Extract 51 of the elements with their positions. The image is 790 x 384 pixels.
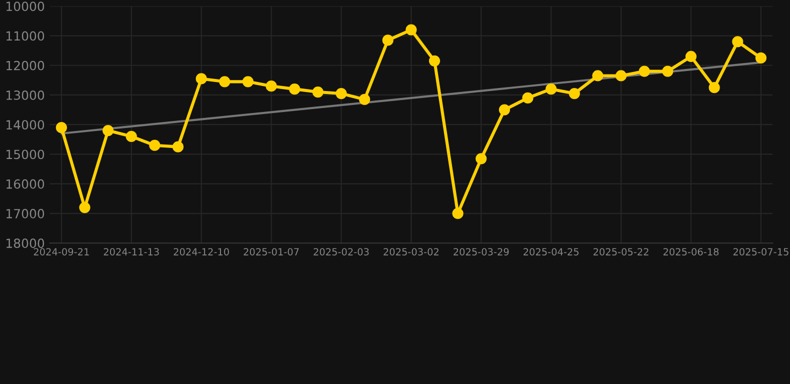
point (476, 153, 487, 164)
point (289, 84, 300, 95)
point (732, 36, 744, 48)
point (219, 76, 230, 88)
point (172, 141, 184, 152)
y-tick-label: 16000 (6, 179, 44, 189)
point (708, 82, 720, 94)
x-tick-label: 2024-11-13 (104, 248, 159, 256)
x-tick-label: 2025-03-02 (384, 248, 438, 256)
point (126, 130, 137, 142)
point (312, 86, 324, 98)
point (616, 70, 627, 82)
y-tick-label: 10000 (6, 2, 44, 12)
point (266, 80, 277, 92)
point (196, 73, 207, 84)
y-tick-label: 13000 (6, 90, 44, 100)
x-tick-label: 2025-04-25 (524, 248, 579, 256)
point (522, 92, 534, 104)
point (638, 66, 650, 77)
y-tick-label: 15000 (6, 150, 44, 160)
point (56, 122, 67, 134)
point (428, 55, 440, 66)
x-tick-label: 2025-06-18 (663, 248, 719, 256)
y-tick-label: 18000 (6, 238, 44, 248)
x-tick-label: 2024-12-10 (174, 248, 229, 256)
x-tick-label: 2025-05-22 (594, 248, 648, 256)
x-tick-label: 2025-01-07 (244, 248, 299, 256)
point (359, 94, 370, 105)
x-tick-label: 2025-03-29 (454, 248, 509, 256)
point (685, 50, 697, 62)
point (149, 140, 160, 151)
point (406, 24, 417, 36)
point (452, 208, 464, 220)
point (755, 52, 767, 64)
point (242, 76, 254, 88)
y-tick-label: 14000 (6, 120, 44, 130)
x-tick-label: 2025-07-15 (733, 248, 788, 256)
y-tick-label: 11000 (6, 31, 44, 41)
point (568, 88, 580, 100)
point (662, 66, 674, 77)
point (382, 34, 394, 46)
y-tick-label: 12000 (6, 60, 44, 70)
point (79, 202, 90, 214)
point (102, 124, 114, 136)
point (592, 70, 604, 82)
point (498, 104, 510, 116)
x-tick-label: 2024-09-21 (34, 248, 89, 256)
point (336, 88, 347, 100)
x-tick-label: 2025-02-03 (314, 248, 369, 256)
point (546, 84, 557, 95)
y-tick-label: 17000 (6, 208, 44, 218)
